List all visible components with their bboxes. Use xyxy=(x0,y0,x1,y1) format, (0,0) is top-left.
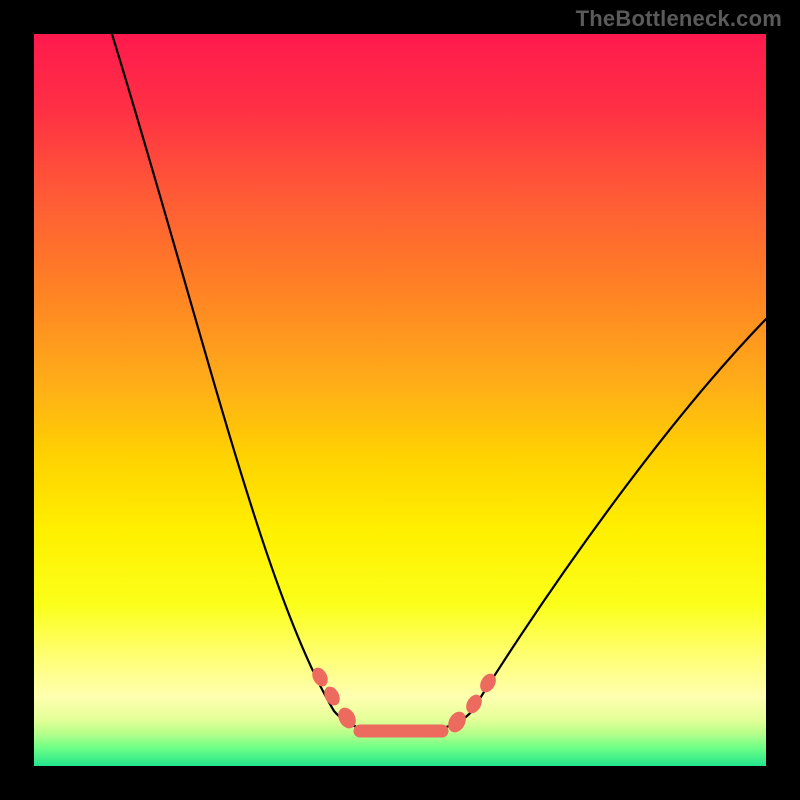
bottleneck-chart-svg xyxy=(34,34,766,766)
chart-outer-frame: TheBottleneck.com xyxy=(0,0,800,800)
watermark-text: TheBottleneck.com xyxy=(576,6,782,32)
plot-area xyxy=(34,34,766,766)
